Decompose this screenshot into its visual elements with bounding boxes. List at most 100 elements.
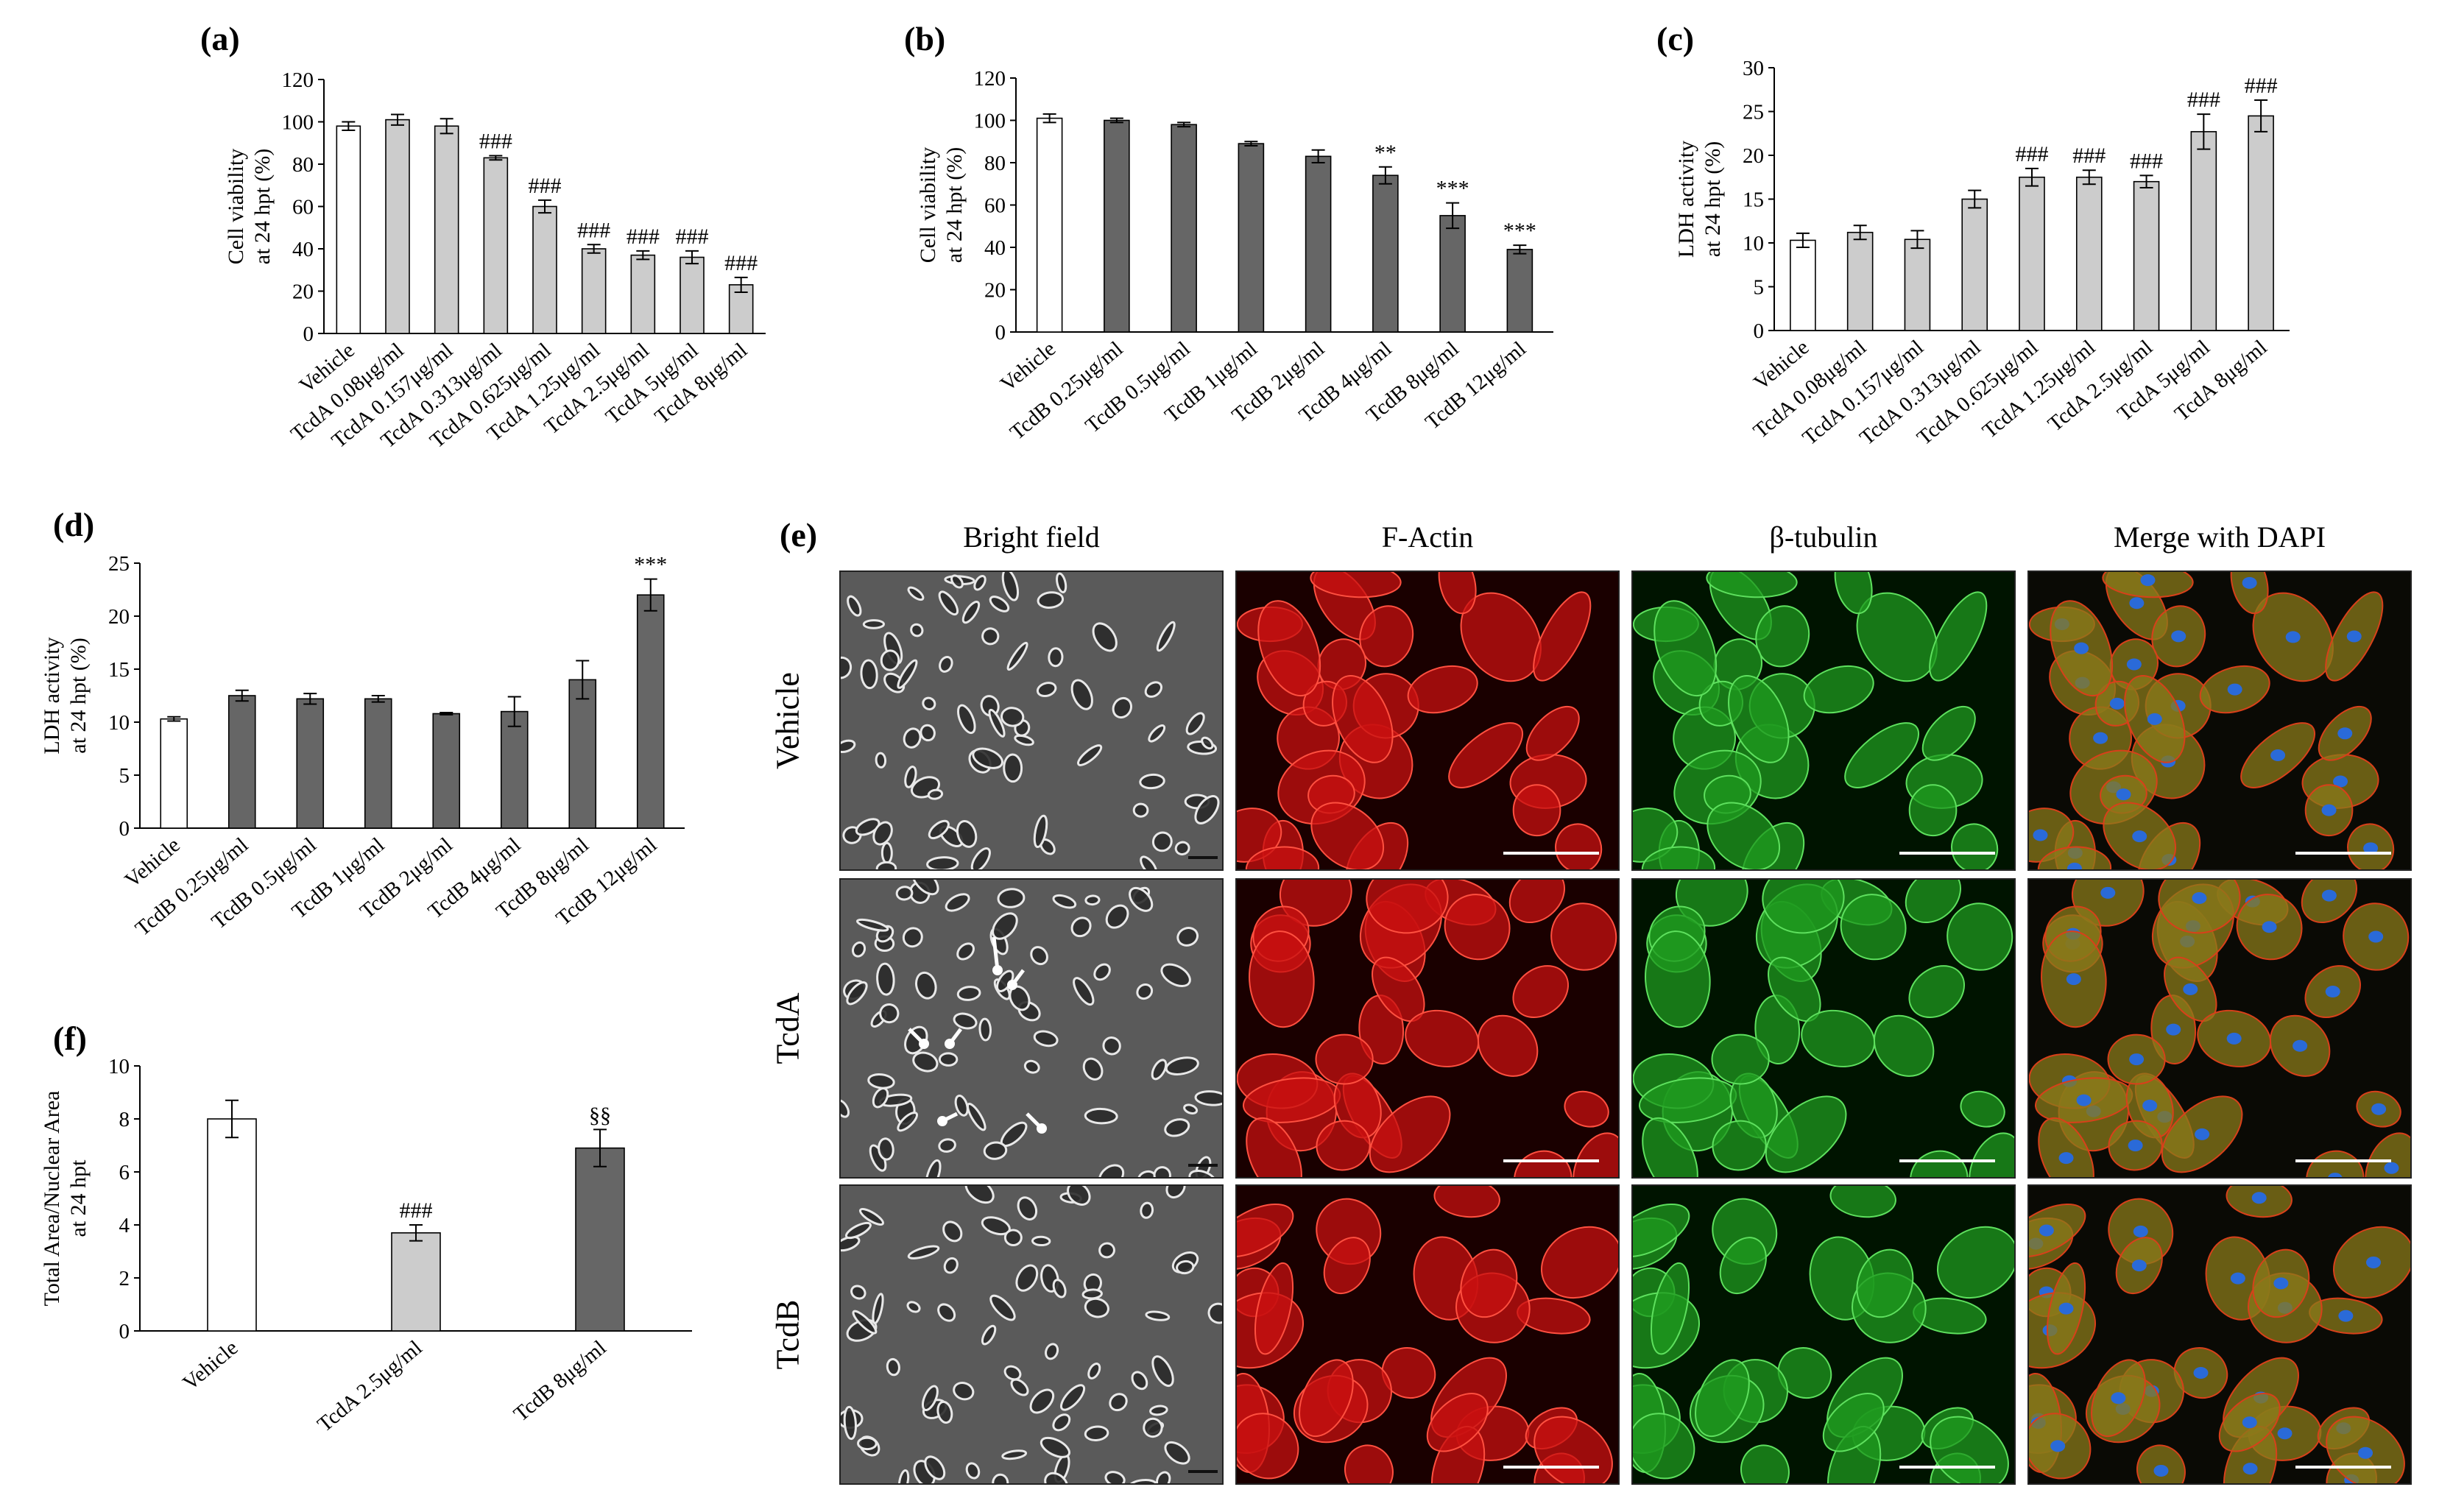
panel-label-b: (b) xyxy=(904,20,945,57)
significance-label: ### xyxy=(627,225,660,249)
row-label: TcdB xyxy=(769,1299,806,1370)
y-tick-label: 25 xyxy=(1743,101,1764,124)
significance-label: ### xyxy=(2130,149,2163,173)
y-tick-label: 100 xyxy=(974,110,1006,133)
y-tick-label: 40 xyxy=(984,236,1006,260)
bar xyxy=(434,125,459,334)
y-tick-label: 120 xyxy=(282,68,314,92)
row-label: TcdA xyxy=(769,992,806,1064)
bar xyxy=(1790,239,1816,331)
significance-label: *** xyxy=(634,553,667,577)
bar xyxy=(391,1232,441,1332)
y-tick-label: 80 xyxy=(984,152,1006,175)
significance-label: ** xyxy=(1374,141,1397,165)
bar xyxy=(1036,117,1063,333)
chart-b: (b) Cell viability at 24 hpt (%) 0 20 40 60 80… xyxy=(904,20,1553,445)
y-axis-label: LDH activity xyxy=(40,637,64,754)
micrograph-tcdb-2 xyxy=(1631,1184,2016,1485)
significance-label: *** xyxy=(1503,219,1536,243)
y-tick-label: 10 xyxy=(1743,232,1764,255)
bar xyxy=(2019,176,2045,331)
bar xyxy=(336,125,361,334)
y-tick-label: 5 xyxy=(119,764,130,788)
y-tick-label: 8 xyxy=(119,1108,130,1131)
bar xyxy=(636,594,665,829)
bar xyxy=(532,205,557,334)
y-tick-label: 30 xyxy=(1743,57,1764,80)
bar xyxy=(1238,143,1265,333)
panel-label-f: (f) xyxy=(53,1020,87,1057)
y-tick-label: 0 xyxy=(303,322,314,346)
y-axis-label: at 24 hpt (%) xyxy=(1701,141,1725,257)
chart-f: (f) Total Area/Nuclear Area at 24 hpt 0 2 4 6… xyxy=(40,1020,692,1437)
y-tick-label: 15 xyxy=(1743,188,1764,212)
bar xyxy=(1439,215,1466,333)
y-axis-label: Cell viability xyxy=(224,149,248,265)
bar xyxy=(227,695,256,829)
y-tick-label: 0 xyxy=(119,817,130,841)
significance-label: ### xyxy=(724,251,758,275)
y-tick-label: 0 xyxy=(995,321,1006,345)
x-tick-label: Vehicle xyxy=(996,337,1060,396)
chart-a: (a) Cell viability at 24 hpt (%) 0 20 40 60 80… xyxy=(200,20,766,453)
row-label: Vehicle xyxy=(769,672,806,769)
y-tick-label: 60 xyxy=(984,194,1006,218)
column-header: Merge with DAPI xyxy=(2113,520,2326,554)
bar xyxy=(1104,119,1130,333)
x-tick-label: TcdB 0.25μg/ml xyxy=(1006,337,1127,445)
significance-label: ### xyxy=(529,174,562,198)
bar xyxy=(1305,155,1332,333)
chart-d: (d) LDH activity at 24 hpt (%) 0 5 10 15 20 25 V… xyxy=(40,506,685,941)
bar xyxy=(581,248,607,334)
micrograph-tcdb-3 xyxy=(2027,1184,2412,1485)
significance-label: ### xyxy=(2016,142,2049,166)
y-axis-label: Cell viability xyxy=(916,147,940,264)
y-tick-label: 20 xyxy=(292,280,314,304)
bar xyxy=(1846,231,1874,331)
bar xyxy=(296,698,325,829)
micrograph-vehicle-1 xyxy=(1235,570,1620,871)
micrograph-tcdb-0 xyxy=(839,1184,1224,1485)
y-tick-label: 80 xyxy=(292,153,314,177)
column-header: Bright field xyxy=(963,520,1100,554)
bar xyxy=(1961,198,1988,331)
micrograph-vehicle-3 xyxy=(2027,570,2412,871)
bar xyxy=(1372,174,1399,333)
chart-c: (c) LDH activity at 24 hpt (%) 0 5 10 15 20 25 3… xyxy=(1656,20,2290,450)
micrograph-tcda-2 xyxy=(1631,878,2016,1179)
y-axis-label: at 24 hpt (%) xyxy=(942,147,967,263)
micrograph-vehicle-0 xyxy=(839,570,1224,871)
bar xyxy=(680,256,705,334)
y-tick-label: 100 xyxy=(282,111,314,135)
micrograph-tcdb-1 xyxy=(1235,1184,1620,1485)
y-tick-label: 0 xyxy=(1754,319,1765,343)
bar xyxy=(385,119,410,334)
y-tick-label: 60 xyxy=(292,196,314,219)
y-tick-label: 10 xyxy=(108,711,130,735)
y-tick-label: 0 xyxy=(119,1320,130,1343)
panel-label-c: (c) xyxy=(1656,20,1694,57)
y-tick-label: 15 xyxy=(108,658,130,682)
bar xyxy=(1506,249,1533,333)
significance-label: ### xyxy=(577,218,610,242)
bar xyxy=(483,157,509,334)
bar xyxy=(1171,124,1197,333)
svg-text:(e): (e) xyxy=(780,516,817,554)
y-tick-label: 4 xyxy=(119,1214,130,1237)
significance-label: ### xyxy=(2072,144,2106,168)
y-axis-label: Total Area/Nuclear Area xyxy=(40,1091,64,1307)
significance-label: ### xyxy=(479,130,512,154)
y-tick-label: 10 xyxy=(108,1055,130,1078)
significance-label: ### xyxy=(676,225,709,249)
bar xyxy=(2133,180,2160,331)
bar xyxy=(2248,115,2274,331)
bar xyxy=(2190,131,2217,331)
panel-label-a: (a) xyxy=(200,20,240,57)
bar xyxy=(207,1118,257,1332)
significance-label: ### xyxy=(2187,88,2220,112)
y-tick-label: 20 xyxy=(108,605,130,629)
y-axis-label: at 24 hpt xyxy=(66,1159,91,1237)
y-tick-label: 2 xyxy=(119,1267,130,1290)
bar xyxy=(630,254,656,334)
x-tick-label: TcdB 8μg/ml xyxy=(509,1336,611,1427)
